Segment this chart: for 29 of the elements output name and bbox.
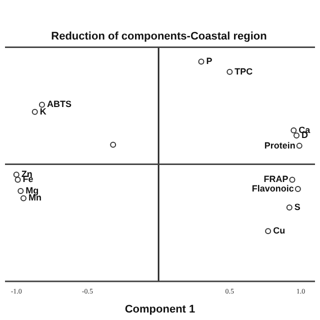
point [294,132,300,139]
point [294,186,301,192]
point [32,108,38,115]
point [286,204,292,210]
point [226,68,233,75]
text: Mg [26,185,39,196]
text: ABTS [46,99,72,110]
point [110,142,116,148]
point [289,176,296,183]
text: P [206,56,212,66]
text: Mn [28,192,42,203]
point [20,195,26,202]
text: S [294,202,300,212]
text: K [40,106,46,116]
x-axis-title: Component 1 [124,303,196,316]
text: Flavonoic [252,183,294,194]
text: Cu [273,226,286,236]
point [265,228,272,234]
point [296,142,302,149]
chart-title: Reduction of components-Coastal region [51,30,268,43]
point [13,172,20,178]
text: TPC [234,66,253,76]
point [198,58,204,65]
text: FRAP [264,174,288,184]
text: Protein [264,140,296,150]
point [290,127,297,134]
point [18,188,24,194]
point [14,176,21,183]
point [38,102,45,108]
